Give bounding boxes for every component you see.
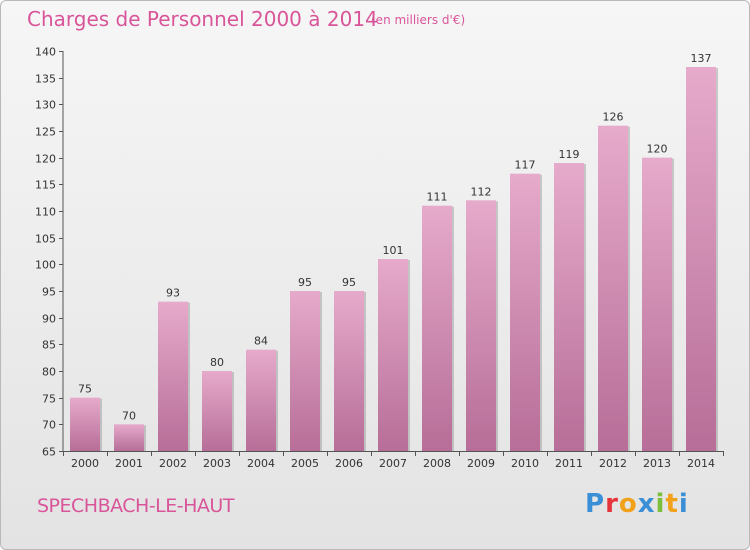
data-label-2013: 120: [647, 143, 668, 156]
bar-2004: [246, 349, 276, 451]
y-tick-label: 75: [42, 393, 56, 406]
data-label-2012: 126: [603, 111, 624, 124]
data-label-2000: 75: [78, 383, 92, 396]
y-tick-label: 70: [42, 419, 56, 432]
axes: 65 70 75 80 85 90 95 100 105 110 115 120 125 130 135 14…: [35, 46, 724, 459]
y-tick-label: 100: [35, 259, 56, 272]
logo-letter: t: [665, 489, 679, 519]
data-label-2006: 95: [342, 276, 356, 289]
labels: 75 2000 70 2001 93 2002 80 2003 84 2004 95 2005 95 20…: [71, 52, 715, 470]
x-tick-label-2004: 2004: [247, 457, 275, 470]
y-tick-label: 90: [42, 313, 56, 326]
logo-letter: x: [637, 489, 656, 519]
y-tick-label: 115: [35, 179, 56, 192]
x-tick-label-2002: 2002: [159, 457, 187, 470]
bar-2003: [202, 371, 232, 451]
bar-2001: [114, 424, 144, 451]
data-label-2011: 119: [559, 148, 580, 161]
data-label-2009: 112: [471, 185, 492, 198]
y-tick-label: 85: [42, 339, 56, 352]
bar-2000: [70, 397, 100, 451]
y-tick-label: 125: [35, 126, 56, 139]
x-tick-label-2014: 2014: [687, 457, 715, 470]
data-label-2010: 117: [515, 159, 536, 172]
data-label-2004: 84: [254, 335, 268, 348]
y-tick-label: 65: [42, 446, 56, 459]
data-label-2005: 95: [298, 276, 312, 289]
data-label-2003: 80: [210, 356, 224, 369]
y-tick-label: 95: [42, 286, 56, 299]
x-tick-label-2005: 2005: [291, 457, 319, 470]
y-tick-label: 110: [35, 206, 56, 219]
data-label-2007: 101: [383, 244, 404, 257]
y-tick-label: 120: [35, 153, 56, 166]
x-tick-label-2007: 2007: [379, 457, 407, 470]
data-label-2014: 137: [691, 52, 712, 65]
x-tick-label-2012: 2012: [599, 457, 627, 470]
x-tick-label-2011: 2011: [555, 457, 583, 470]
x-tick-label-2000: 2000: [71, 457, 99, 470]
proxiti-logo: Proxiti: [585, 489, 689, 519]
x-tick-label-2006: 2006: [335, 457, 363, 470]
y-tick-label: 80: [42, 366, 56, 379]
logo-letter: i: [655, 489, 666, 519]
x-tick-label-2008: 2008: [423, 457, 451, 470]
y-tick-label: 135: [35, 73, 56, 86]
bars: [70, 67, 718, 452]
chart-subtitle: (en milliers d'€): [371, 13, 466, 27]
chart-title: Charges de Personnel 2000 à 2014: [27, 7, 378, 31]
bar-2014: [686, 67, 716, 451]
data-label-2001: 70: [122, 409, 136, 422]
logo-letter: i: [678, 489, 689, 519]
commune-name: SPECHBACH-LE-HAUT: [37, 495, 234, 517]
logo-letter: r: [605, 489, 619, 519]
logo-letter: o: [618, 489, 638, 519]
data-label-2008: 111: [427, 191, 448, 204]
bar-2002: [158, 301, 188, 451]
x-tick-label-2010: 2010: [511, 457, 539, 470]
bar-2008: [422, 205, 452, 451]
y-tick-label: 105: [35, 233, 56, 246]
x-tick-label-2013: 2013: [643, 457, 671, 470]
y-tick-label: 130: [35, 99, 56, 112]
data-label-2002: 93: [166, 287, 180, 300]
bar-2007: [378, 259, 408, 451]
x-tick-label-2003: 2003: [203, 457, 231, 470]
bar-2009: [466, 200, 496, 451]
x-tick-label-2009: 2009: [467, 457, 495, 470]
bar-2005: [290, 291, 320, 451]
x-tick-label-2001: 2001: [115, 457, 143, 470]
logo-letter: P: [585, 489, 606, 519]
bar-2011: [554, 163, 584, 451]
bar-2010: [510, 173, 540, 451]
bar-2013: [642, 157, 672, 451]
bar-2006: [334, 291, 364, 451]
y-tick-label: 140: [35, 46, 56, 59]
bar-2012: [598, 125, 628, 452]
